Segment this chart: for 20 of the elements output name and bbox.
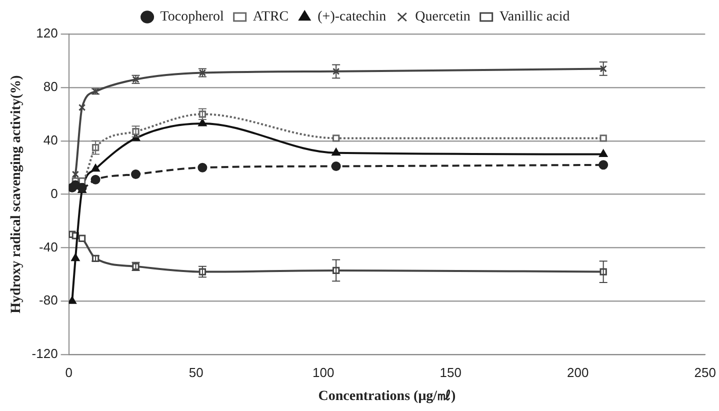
legend-label: ATRC: [252, 10, 289, 25]
x-tick-label: 0: [65, 364, 72, 380]
y-tick-label: 0: [50, 186, 58, 201]
y-tick-label: -80: [39, 292, 58, 308]
x-tick-label: 200: [567, 364, 589, 380]
y-tick-label: 40: [43, 132, 58, 148]
legend-label: Tocopherol: [160, 10, 224, 25]
legend-label: (+)-catechin: [318, 10, 386, 25]
x-tick-label: 250: [694, 364, 716, 380]
y-tick-label: 80: [43, 79, 58, 94]
legend-label: Quercetin: [415, 10, 470, 25]
y-tick-label: -120: [32, 346, 58, 362]
legend-label: Vanillic acid: [499, 10, 570, 25]
y-tick-label: 120: [36, 26, 58, 41]
x-tick-label: 50: [188, 364, 204, 380]
x-axis-title: Concentrations (μg/㎖): [318, 389, 456, 404]
x-tick-label: 150: [440, 364, 462, 380]
y-axis-title: Hydroxy radical scavenging activity(%): [9, 74, 24, 314]
y-tick-label: -40: [39, 239, 58, 254]
x-tick-label: 100: [312, 364, 334, 380]
